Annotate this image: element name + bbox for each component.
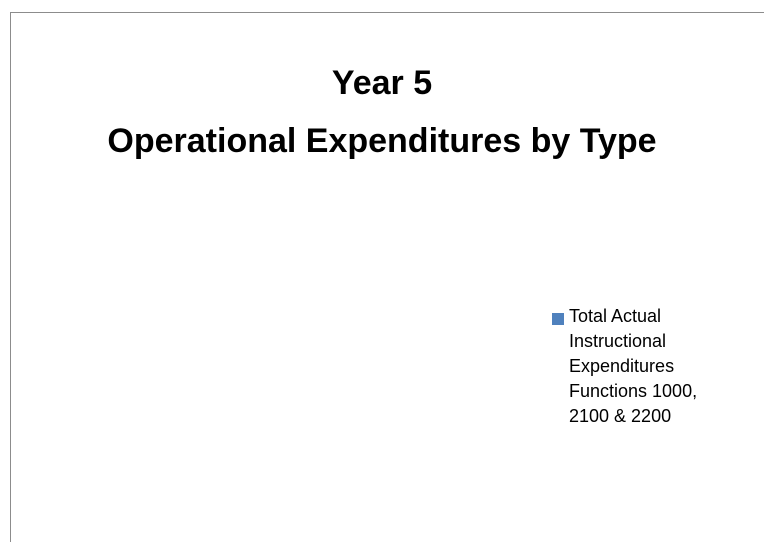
chart-area: [10, 12, 764, 542]
legend-label: Total Actual Instructional Expenditures …: [569, 306, 698, 426]
page: {"chart_data": {"type": "pie", "title": …: [10, 12, 764, 542]
chart-title: Year 5 Operational Expenditures by Type: [107, 64, 657, 160]
legend: Total Actual Instructional Expenditures …: [552, 304, 719, 429]
legend-item: Total Actual Instructional Expenditures …: [552, 304, 719, 429]
legend-swatch: [552, 313, 564, 325]
